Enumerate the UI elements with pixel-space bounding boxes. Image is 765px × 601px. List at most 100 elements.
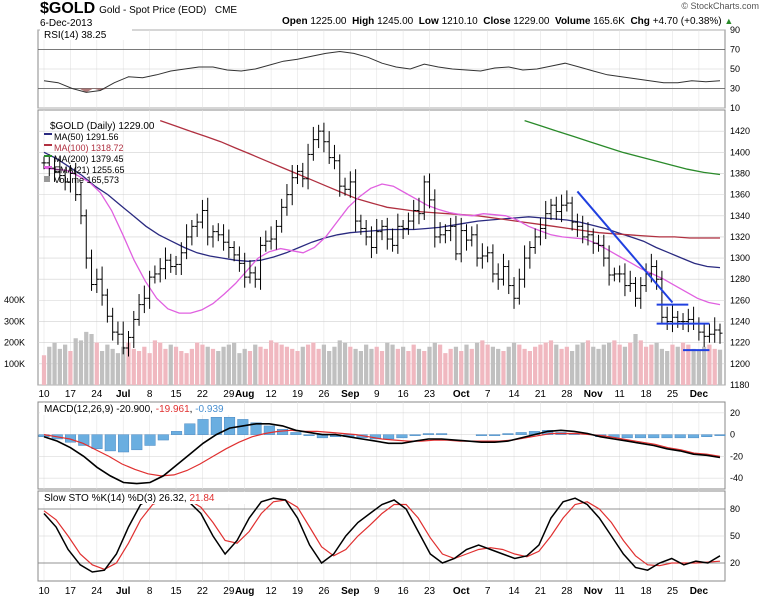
legend-swatch-ma100 <box>44 144 52 146</box>
volume-bar <box>649 344 654 385</box>
rsi-grid <box>38 29 725 109</box>
volume-bar <box>290 348 295 385</box>
x-tick-label: 15 <box>170 389 182 400</box>
symbol: $GOLD <box>40 0 96 17</box>
macd-histogram-bar <box>144 434 156 446</box>
volume-bar <box>686 344 691 385</box>
sto-x-tick-label: 25 <box>667 586 679 597</box>
volume-bar <box>585 340 591 385</box>
symbol-desc: Gold - Spot Price (EOD) <box>99 5 207 16</box>
macd-histogram-bar <box>422 433 434 435</box>
volume-bar <box>327 351 332 385</box>
volume-bar <box>596 348 601 385</box>
macd-tick-label: 0 <box>730 430 735 440</box>
volume-bar <box>680 342 686 385</box>
volume-bar <box>179 351 184 385</box>
volume-bar <box>68 351 73 385</box>
volume-bar <box>121 346 126 385</box>
symbol-title: $GOLD Gold - Spot Price (EOD) CME <box>40 0 237 18</box>
volume-bar <box>696 351 701 385</box>
x-tick-label: Sep <box>341 389 359 400</box>
volume-bar <box>369 348 374 385</box>
volume-bar <box>459 351 464 385</box>
volume-bar <box>638 340 643 385</box>
price-panel: 1180 1200 1220 1240 1260 1280 1300 1320 1340 1360… <box>4 109 750 400</box>
macd-legend-box <box>40 403 240 415</box>
sto-tick-label: 80 <box>730 504 740 514</box>
volume-bar <box>548 340 554 385</box>
price-y-axis: 1180 1200 1220 1240 1260 1280 1300 1320 1340 1360… <box>730 126 750 390</box>
legend-ma50: MA(50) 1291.56 <box>54 132 119 142</box>
exchange: CME <box>214 5 238 16</box>
volume-bar <box>337 340 342 385</box>
sto-x-tick-label: 7 <box>485 586 491 597</box>
sto-panel: 20 50 80 Slow STO %K(14) %D(3) 26.32, 21.8… <box>37 490 740 597</box>
volume-bar <box>253 344 258 385</box>
ohlc-summary: Open 1225.00 High 1245.00 Low 1210.10 Cl… <box>282 16 733 27</box>
x-tick-label: Aug <box>235 389 254 400</box>
volume-bar <box>390 344 395 385</box>
x-tick-label: 8 <box>147 389 153 400</box>
low-value: 1210.10 <box>441 16 478 27</box>
volume-bar <box>274 342 279 385</box>
volume-bar <box>126 342 131 385</box>
rsi-tick-label: 90 <box>730 25 740 35</box>
rsi-legend: RSI(14) 38.25 <box>44 30 107 41</box>
volume-bar <box>633 334 638 385</box>
sto-x-tick-label: 24 <box>91 586 103 597</box>
volume-bar <box>300 346 305 385</box>
volume-bar <box>575 344 580 385</box>
sto-x-tick-label: 10 <box>38 586 50 597</box>
volume-bar <box>348 346 353 385</box>
volume-bar <box>543 342 548 385</box>
volume-bar <box>665 351 670 385</box>
sto-legend-k: 26.32 <box>159 493 184 504</box>
macd-legend-name: MACD(12,26,9) <box>44 404 113 415</box>
sto-x-tick-label: Sep <box>341 586 359 597</box>
x-tick-label: Nov <box>584 389 603 400</box>
rsi-line <box>43 50 721 93</box>
sto-legend-box <box>40 492 250 504</box>
macd-histogram-bar <box>436 433 448 435</box>
chart-date: 6-Dec-2013 <box>40 18 93 29</box>
sto-tick-label: 20 <box>730 558 740 568</box>
volume-bar <box>305 344 311 385</box>
macd-histogram-bar <box>489 434 501 436</box>
volume-bar <box>453 346 459 385</box>
legend-swatch-ema21 <box>44 166 52 168</box>
volume-bar <box>717 349 723 385</box>
macd-legend: MACD(12,26,9) -20.900, -19.961, -0.939 <box>44 404 224 415</box>
ma-line-2 <box>524 119 721 176</box>
volume-bar <box>163 348 168 385</box>
sto-x-tick-label: 16 <box>398 586 410 597</box>
sto-x-tick-label: 22 <box>197 586 209 597</box>
volume-bar <box>411 344 416 385</box>
volume-bar <box>342 342 348 385</box>
volume-bar <box>448 348 453 385</box>
volume-bar <box>379 351 385 385</box>
x-tick-label: 10 <box>38 389 50 400</box>
price-tick-label: 1200 <box>730 359 750 369</box>
open-value: 1225.00 <box>310 16 347 27</box>
macd-histogram-bar <box>250 422 262 435</box>
macd-histogram-bar <box>303 434 315 436</box>
macd-histogram-bar <box>157 434 169 441</box>
price-tick-label: 1240 <box>730 317 750 327</box>
macd-histogram-bar <box>475 434 487 436</box>
volume-y-axis: 100K 200K 300K 400K <box>4 295 25 369</box>
rsi-tick-label: 70 <box>730 45 740 55</box>
x-tick-label: 26 <box>318 389 330 400</box>
volume-bar <box>522 348 527 385</box>
volume-bar <box>617 344 622 385</box>
volume-bar <box>675 346 680 385</box>
macd-histogram-bar <box>104 434 116 452</box>
volume-bar <box>63 344 68 385</box>
sto-grid <box>38 491 725 581</box>
price-tick-label: 1420 <box>730 126 750 136</box>
sto-x-tick-label: 26 <box>318 586 330 597</box>
volume-bar <box>485 344 490 385</box>
sto-x-tick-label: Aug <box>235 586 254 597</box>
sto-x-tick-label: Jul <box>116 586 131 597</box>
volume-bar <box>268 340 274 385</box>
